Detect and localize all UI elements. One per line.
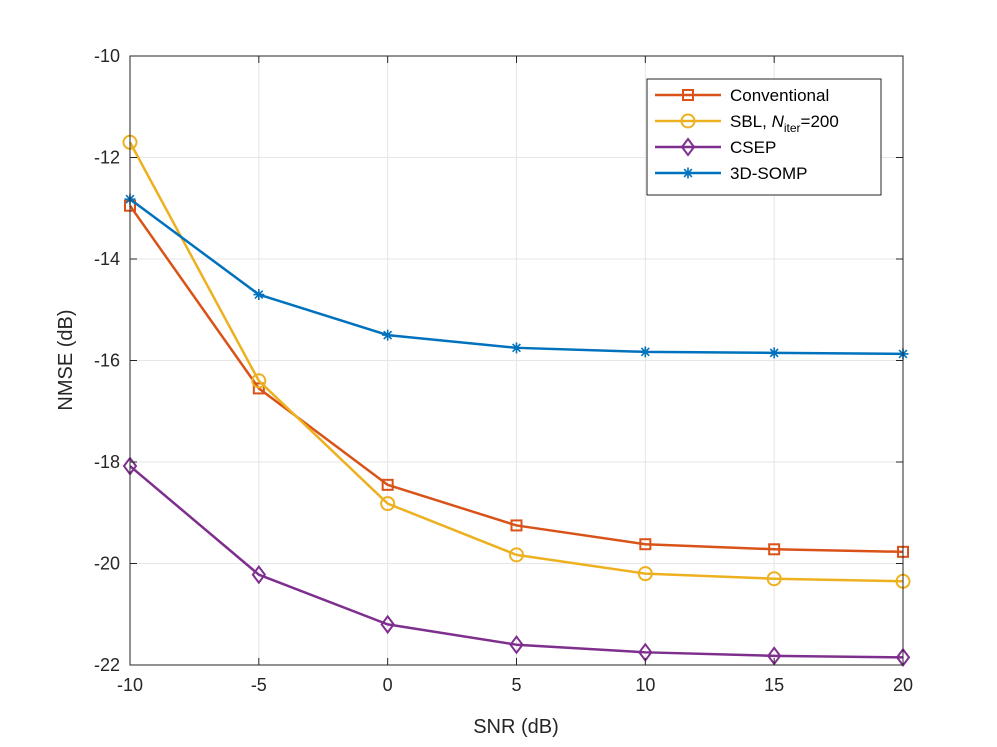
legend-label: Conventional xyxy=(730,86,829,105)
legend-label-part: SBL, xyxy=(730,112,772,131)
data-point xyxy=(766,571,782,587)
y-tick-label: -18 xyxy=(94,452,120,472)
legend-label-subscript: iter xyxy=(784,121,801,135)
x-tick-label: 15 xyxy=(764,675,784,695)
x-axis-label: SNR (dB) xyxy=(473,716,559,738)
series-0 xyxy=(124,199,909,558)
legend-label-variable: N xyxy=(772,112,785,131)
legend-label: SBL, Niter=200 xyxy=(730,112,839,135)
data-point xyxy=(511,342,522,354)
data-point xyxy=(253,289,265,301)
legend-entry: SBL, Niter=200 xyxy=(655,112,839,135)
data-point xyxy=(509,635,524,655)
data-point xyxy=(768,347,780,359)
data-point xyxy=(380,614,395,635)
legend-marker xyxy=(680,137,696,157)
data-point xyxy=(639,538,652,551)
legend-entry: 3D-SOMP xyxy=(655,164,807,183)
x-tick-label: 5 xyxy=(511,675,521,695)
y-axis-label: NMSE (dB) xyxy=(55,309,77,410)
series-line xyxy=(128,141,904,583)
data-point xyxy=(252,382,265,395)
x-tick-label: 0 xyxy=(383,675,393,695)
legend-label: CSEP xyxy=(730,138,776,157)
axis-ticks: -10 -5 0 5 10 15 20 -22 -20 -18 -16 -14 -12 -10 xyxy=(94,46,913,695)
series-group xyxy=(122,134,911,668)
legend-marker xyxy=(682,167,694,179)
data-point xyxy=(637,566,653,582)
legend-marker xyxy=(680,113,696,129)
legend-label: 3D-SOMP xyxy=(730,164,807,183)
legend-label-part: =200 xyxy=(801,112,839,131)
data-point xyxy=(381,478,394,491)
data-point xyxy=(510,519,523,532)
legend-entry: CSEP xyxy=(655,137,776,157)
x-tick-label: 10 xyxy=(635,675,655,695)
legend-entry: Conventional xyxy=(655,86,829,105)
y-tick-label: -16 xyxy=(94,351,120,371)
data-point xyxy=(382,329,394,341)
y-tick-label: -20 xyxy=(94,554,120,574)
x-tick-label: -10 xyxy=(117,675,143,695)
data-point xyxy=(380,496,396,512)
y-tick-label: -12 xyxy=(94,148,120,168)
series-line xyxy=(128,204,904,554)
data-point xyxy=(509,547,524,563)
y-tick-label: -14 xyxy=(94,249,120,269)
y-tick-label: -10 xyxy=(94,46,120,66)
y-tick-label: -22 xyxy=(94,655,120,675)
data-point xyxy=(251,564,267,585)
data-point xyxy=(639,346,651,358)
x-tick-label: -5 xyxy=(251,675,267,695)
x-tick-label: 20 xyxy=(893,675,913,695)
legend-marker xyxy=(682,89,694,101)
series-line xyxy=(129,465,904,659)
data-point xyxy=(251,373,267,389)
legend: Conventional SBL, Niter=200 CSEP 3D-SOMP xyxy=(646,78,882,196)
data-point xyxy=(768,543,781,556)
